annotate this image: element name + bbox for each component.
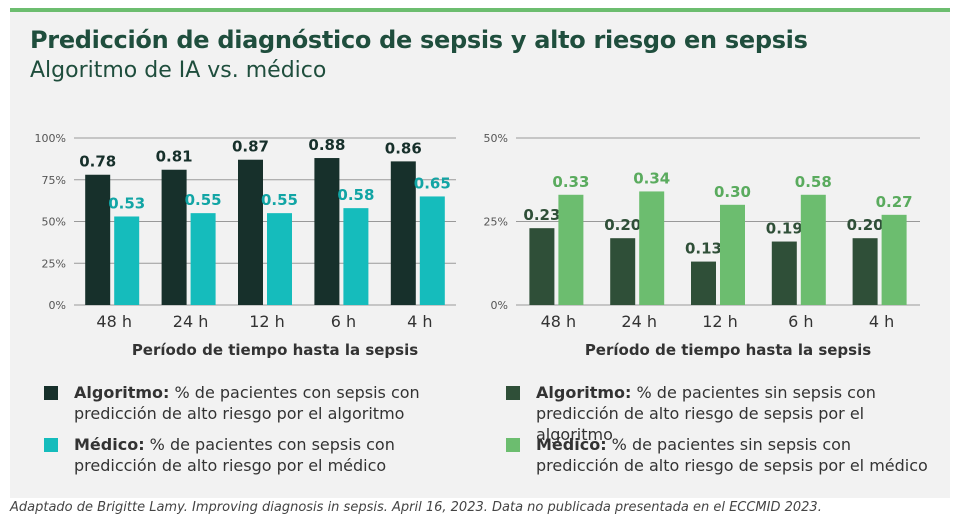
data-label-algoritmo: 0.19	[766, 220, 803, 238]
bar-algoritmo	[529, 228, 555, 305]
chart-title: Predicción de diagnóstico de sepsis y al…	[30, 26, 808, 54]
y-tick-label: 50%	[484, 132, 508, 145]
legend-swatch-medico	[44, 438, 58, 452]
data-label-medico: 0.58	[795, 173, 832, 191]
data-label-medico: 0.65	[414, 174, 451, 192]
data-label-medico: 0.58	[337, 186, 374, 204]
data-label-algoritmo: 0.20	[604, 216, 641, 234]
bar-medico	[800, 194, 826, 305]
x-tick-label: 4 h	[869, 312, 894, 331]
data-label-algoritmo: 0.87	[232, 138, 269, 156]
right-legend: Algoritmo: % de pacientes sin sepsis con…	[506, 382, 936, 482]
legend-label-bold: Médico:	[74, 435, 145, 454]
bar-algoritmo	[314, 158, 340, 305]
data-label-algoritmo: 0.86	[385, 139, 422, 157]
bar-algoritmo	[852, 238, 878, 305]
data-label-medico: 0.53	[108, 194, 145, 212]
legend-swatch-algoritmo	[506, 386, 520, 400]
legend-label-text: % de pacientes con sepsis con predicción…	[74, 383, 420, 423]
left-bar-chart: 0% 25% 50% 75% 100% 0.78 0.53 48 h 0.81 0.55 24 h 0…	[35, 132, 456, 359]
bar-medico	[558, 194, 584, 305]
x-tick-label: 6 h	[788, 312, 813, 331]
legend-item-algoritmo: Algoritmo: % de pacientes con sepsis con…	[44, 382, 464, 426]
y-tick-label: 100%	[35, 132, 66, 145]
x-tick-label: 12 h	[249, 312, 285, 331]
figure-panel: Predicción de diagnóstico de sepsis y al…	[10, 8, 950, 498]
x-axis-title: Período de tiempo hasta la sepsis	[132, 341, 418, 359]
bar-algoritmo	[771, 241, 797, 305]
legend-item-medico: Médico: % de pacientes con sepsis con pr…	[44, 434, 464, 478]
x-axis-title: Período de tiempo hasta la sepsis	[585, 341, 871, 359]
bar-algoritmo	[238, 159, 263, 305]
bar-medico	[190, 213, 216, 305]
x-tick-label: 24 h	[173, 312, 209, 331]
data-label-medico: 0.55	[261, 191, 298, 209]
bar-medico	[720, 204, 745, 305]
data-label-medico: 0.30	[714, 183, 751, 201]
x-tick-label: 48 h	[541, 312, 577, 331]
bar-medico	[419, 196, 445, 305]
legend-swatch-medico	[506, 438, 520, 452]
bar-medico	[639, 191, 665, 305]
source-note: Adaptado de Brigitte Lamy. Improving dia…	[10, 500, 822, 515]
bar-algoritmo	[85, 174, 111, 305]
data-label-medico: 0.27	[876, 193, 913, 211]
y-tick-label: 0%	[49, 299, 66, 312]
bar-medico	[267, 213, 292, 305]
legend-swatch-algoritmo	[44, 386, 58, 400]
legend-label-bold: Médico:	[536, 435, 607, 454]
legend-item-medico: Médico: % de pacientes sin sepsis con pr…	[506, 434, 936, 478]
data-label-algoritmo: 0.13	[685, 240, 722, 258]
bar-medico	[114, 216, 140, 305]
right-bar-chart: 0% 25% 50% 0.23 0.33 48 h 0.20 0.34 24 h 0.13 0.30…	[484, 132, 920, 359]
bar-algoritmo	[691, 261, 716, 305]
legend-label-bold: Algoritmo:	[536, 383, 632, 402]
bar-algoritmo	[610, 238, 636, 305]
bar-medico	[881, 214, 907, 305]
y-tick-label: 25%	[42, 257, 66, 270]
x-tick-label: 12 h	[702, 312, 738, 331]
bar-medico	[343, 208, 369, 305]
data-label-algoritmo: 0.88	[308, 136, 345, 154]
data-label-algoritmo: 0.78	[79, 153, 116, 171]
y-tick-label: 25%	[484, 216, 508, 229]
data-label-algoritmo: 0.20	[847, 216, 884, 234]
y-tick-label: 50%	[42, 216, 66, 229]
chart-subtitle: Algoritmo de IA vs. médico	[30, 58, 327, 83]
legend-item-algoritmo: Algoritmo: % de pacientes sin sepsis con…	[506, 382, 936, 444]
data-label-algoritmo: 0.81	[156, 148, 193, 166]
data-label-medico: 0.55	[185, 191, 222, 209]
bar-algoritmo	[390, 161, 416, 305]
legend-label-text: % de pacientes sin sepsis con predicción…	[536, 383, 876, 444]
left-legend: Algoritmo: % de pacientes con sepsis con…	[44, 382, 464, 482]
x-tick-label: 48 h	[96, 312, 132, 331]
bar-algoritmo	[161, 169, 187, 305]
y-tick-label: 75%	[42, 174, 66, 187]
data-label-medico: 0.33	[552, 173, 589, 191]
legend-label-text: % de pacientes sin sepsis con predicción…	[536, 435, 928, 475]
x-tick-label: 6 h	[331, 312, 356, 331]
x-tick-label: 24 h	[621, 312, 657, 331]
x-tick-label: 4 h	[407, 312, 432, 331]
legend-label-bold: Algoritmo:	[74, 383, 170, 402]
data-label-medico: 0.34	[633, 169, 670, 187]
y-tick-label: 0%	[491, 299, 508, 312]
data-label-algoritmo: 0.23	[523, 206, 560, 224]
legend-label-text: % de pacientes con sepsis con predicción…	[74, 435, 395, 475]
